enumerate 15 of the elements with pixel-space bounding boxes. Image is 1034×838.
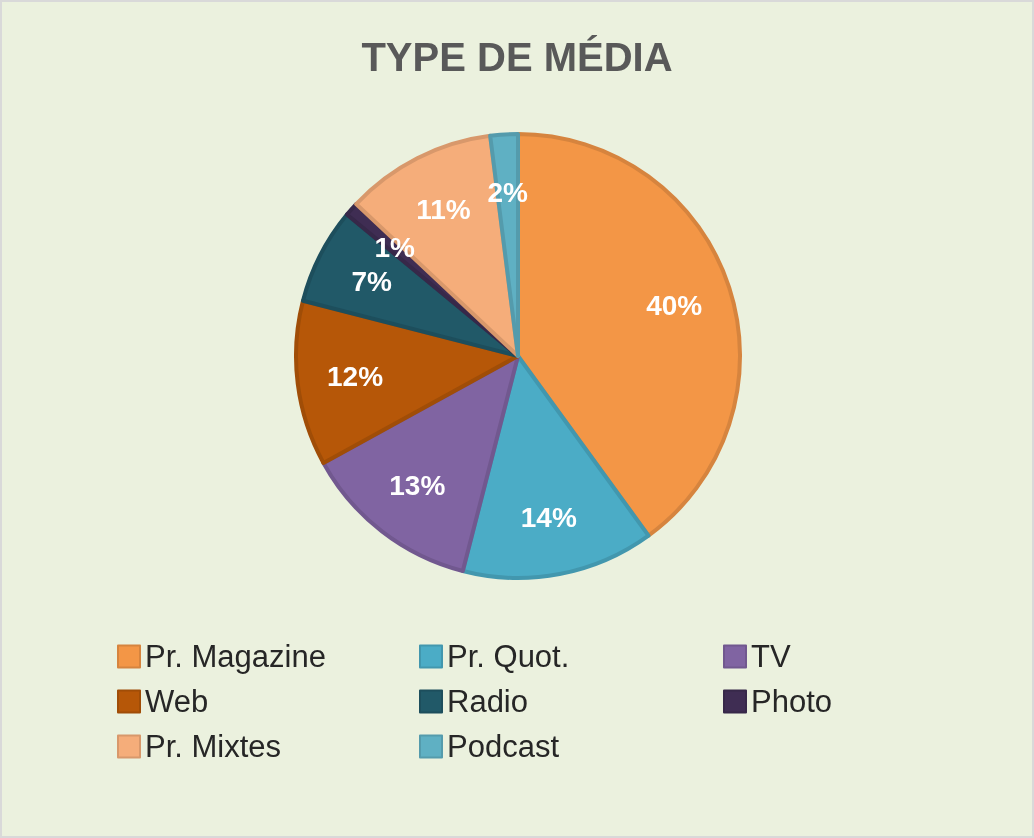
- legend-label: Podcast: [447, 729, 560, 764]
- legend-label: TV: [751, 639, 791, 674]
- data-label: 13%: [389, 470, 446, 502]
- legend-label: Photo: [751, 684, 833, 719]
- chart-title: TYPE DE MÉDIA: [361, 35, 673, 79]
- data-label: 14%: [520, 501, 577, 533]
- data-label: 40%: [646, 289, 703, 321]
- legend-label: Pr. Magazine: [145, 639, 326, 674]
- data-label: 11%: [416, 194, 471, 226]
- legend-label: Radio: [447, 684, 528, 719]
- legend-label: Web: [145, 684, 209, 719]
- data-label: 7%: [351, 265, 392, 297]
- legend-label: Pr. Mixtes: [145, 729, 282, 764]
- legend-label: Pr. Quot.: [447, 639, 570, 674]
- data-label: 12%: [326, 361, 384, 393]
